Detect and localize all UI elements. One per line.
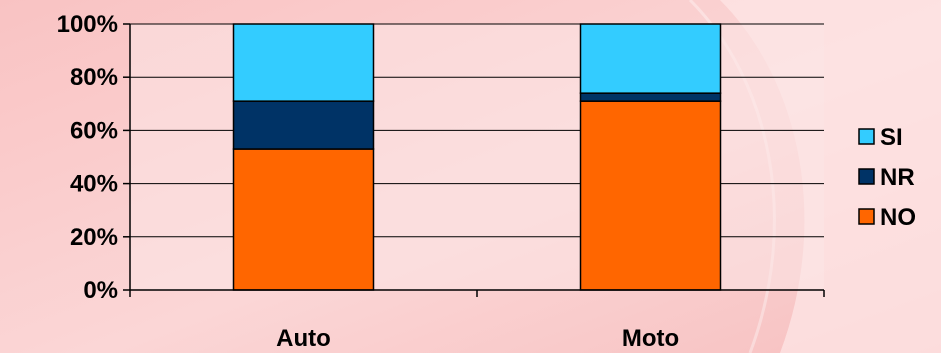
x-tick-label: Moto (622, 325, 679, 352)
y-tick-label: 20% (70, 224, 118, 251)
bar-segment-nr (579, 92, 722, 102)
x-axis-ticks: Auto Moto (129, 290, 825, 352)
y-tick-label: 80% (70, 64, 118, 91)
legend: SI NR NO (858, 124, 916, 231)
y-tick-label: 60% (70, 117, 118, 144)
bar-segment-si (232, 23, 375, 102)
legend-label-no: NO (880, 204, 916, 231)
y-tick-label: 40% (70, 171, 118, 198)
bar-segment-si (579, 23, 722, 94)
bars (232, 23, 722, 291)
legend-swatch-no (858, 208, 875, 225)
y-tick-label: 0% (83, 277, 118, 304)
y-axis-ticks: 0% 20% 40% 60% 80% 100% (57, 11, 130, 304)
bar-segment-no (232, 148, 375, 291)
bar-segment-no (579, 100, 722, 291)
background-swoosh (720, 0, 941, 353)
legend-swatch-nr (858, 168, 875, 185)
legend-label-si: SI (880, 124, 903, 151)
x-tick-label: Auto (276, 325, 331, 352)
bar-segment-nr (232, 100, 375, 150)
legend-swatch-si (858, 128, 875, 145)
legend-label-nr: NR (880, 164, 915, 191)
y-tick-label: 100% (57, 11, 118, 38)
